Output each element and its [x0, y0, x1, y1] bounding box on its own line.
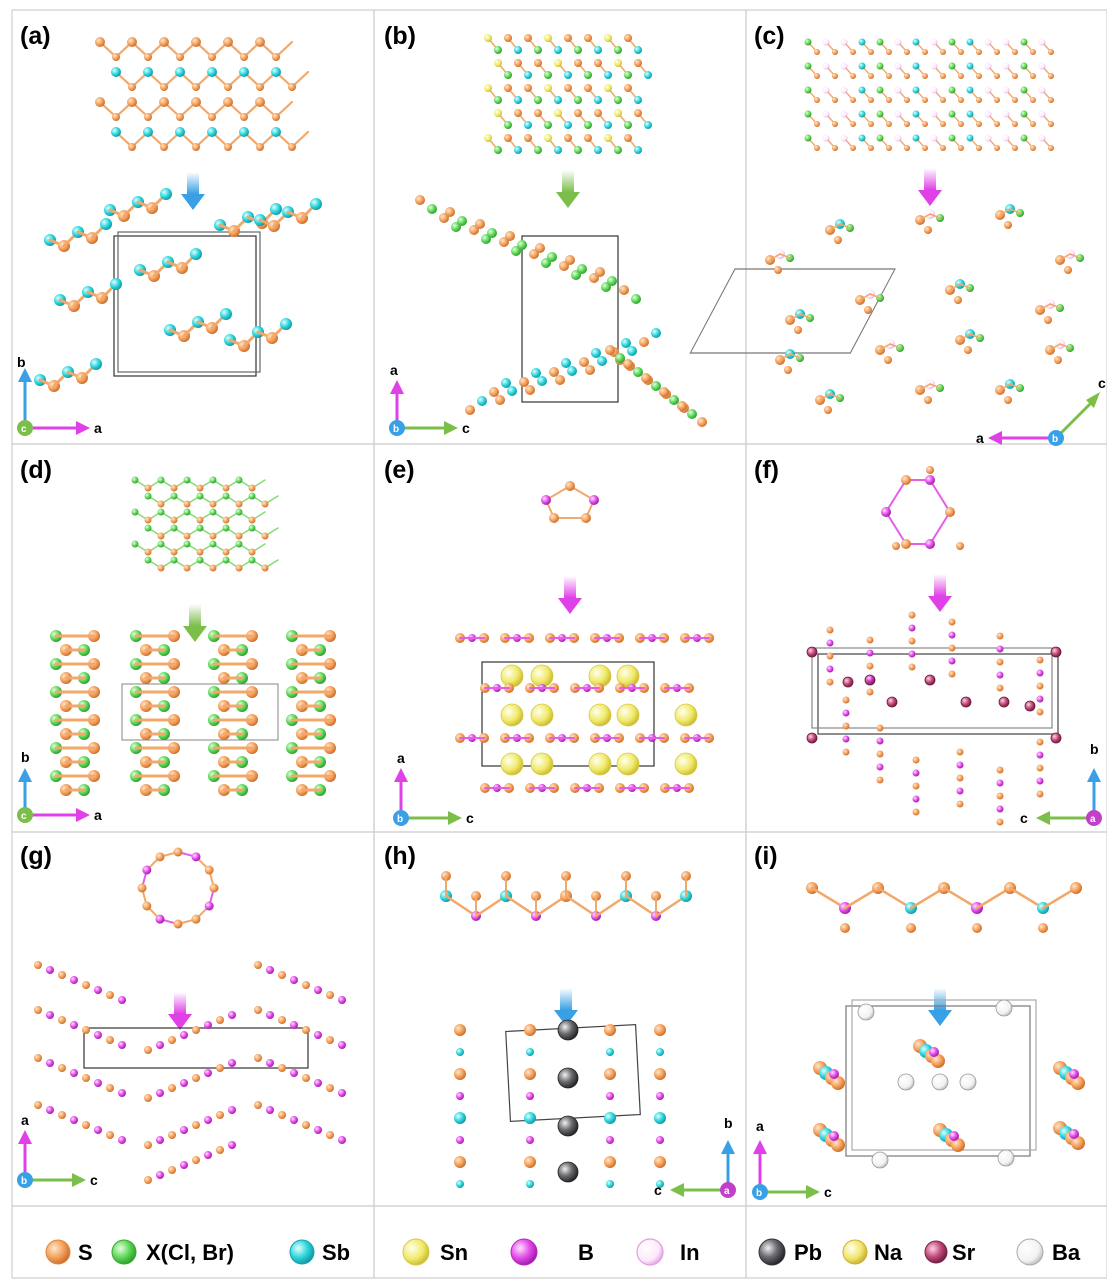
structure-a	[34, 37, 322, 392]
svg-text:a: a	[724, 1186, 730, 1197]
svg-text:Sb: Sb	[322, 1240, 350, 1265]
svg-text:S: S	[78, 1240, 93, 1265]
svg-text:c: c	[466, 810, 474, 826]
svg-text:X(Cl, Br): X(Cl, Br)	[146, 1240, 234, 1265]
svg-text:Ba: Ba	[1052, 1240, 1081, 1265]
svg-text:a: a	[21, 1112, 29, 1128]
legend-item-s: S	[45, 1239, 93, 1265]
axis-triad-h: a b c	[654, 1115, 736, 1198]
structure-e	[455, 481, 714, 793]
structure-g	[34, 847, 346, 1184]
structure-b	[415, 34, 707, 427]
svg-text:a: a	[756, 1118, 764, 1134]
legend-item-sn: Sn	[402, 1238, 468, 1266]
svg-text:a: a	[976, 430, 984, 446]
svg-text:b: b	[1090, 741, 1099, 757]
panel-label-b: (b)	[384, 22, 416, 50]
svg-text:a: a	[390, 362, 398, 378]
svg-text:Pb: Pb	[794, 1240, 822, 1265]
legend-item-pb: Pb	[758, 1238, 822, 1266]
legend-item-sb: Sb	[289, 1239, 350, 1265]
svg-text:c: c	[21, 424, 27, 435]
legend-item-na: Na	[842, 1239, 903, 1265]
panel-grid	[11, 9, 1107, 1279]
legend-item-x: X(Cl, Br)	[111, 1239, 234, 1265]
axis-triad-a: c b a	[17, 354, 102, 436]
svg-text:b: b	[17, 354, 26, 370]
svg-text:b: b	[397, 814, 403, 825]
svg-text:c: c	[1020, 810, 1028, 826]
svg-text:Sn: Sn	[440, 1240, 468, 1265]
axis-triad-g: b a c	[17, 1112, 98, 1188]
structure-f	[806, 466, 1062, 826]
structure-h	[440, 871, 692, 1188]
panel-label-g: (g)	[20, 842, 52, 870]
svg-text:c: c	[824, 1184, 832, 1200]
svg-text:c: c	[1098, 375, 1106, 391]
panel-label-a: (a)	[20, 22, 51, 50]
structure-c	[689, 38, 1084, 414]
svg-text:B: B	[578, 1240, 594, 1265]
svg-text:c: c	[21, 811, 27, 822]
svg-text:b: b	[724, 1115, 733, 1131]
panel-label-e: (e)	[384, 456, 415, 484]
svg-text:b: b	[1052, 434, 1058, 445]
panel-label-h: (h)	[384, 842, 416, 870]
panel-label-f: (f)	[754, 456, 779, 484]
panel-label-c: (c)	[754, 22, 785, 50]
element-legend: S X(Cl, Br) Sb Sn B In Pb Na	[45, 1238, 1081, 1266]
axis-triad-f: a b c	[1020, 741, 1102, 826]
svg-text:a: a	[94, 807, 102, 823]
svg-text:Sr: Sr	[952, 1240, 976, 1265]
axis-triad-e: b a c	[393, 750, 474, 826]
axis-triad-d: c b a	[17, 749, 102, 823]
svg-text:In: In	[680, 1240, 700, 1265]
svg-text:c: c	[654, 1182, 662, 1198]
svg-text:c: c	[462, 420, 470, 436]
legend-item-ba: Ba	[1016, 1238, 1081, 1266]
svg-text:b: b	[21, 749, 30, 765]
panel-label-i: (i)	[754, 842, 778, 870]
panel-labels: (a) (b) (c) (d) (e) (f) (g) (h) (i)	[20, 22, 785, 870]
legend-item-sr: Sr	[924, 1240, 976, 1265]
svg-text:b: b	[756, 1188, 762, 1199]
svg-text:b: b	[21, 1176, 27, 1187]
legend-item-in: In	[636, 1238, 700, 1266]
svg-text:Na: Na	[874, 1240, 903, 1265]
svg-text:a: a	[1090, 814, 1096, 825]
axis-triad-b: b a c	[389, 362, 470, 436]
axis-triad-i: b a c	[752, 1118, 832, 1200]
svg-text:c: c	[90, 1172, 98, 1188]
axis-triads: c b a b a c b a c c b a	[17, 354, 1106, 1200]
legend-item-b: B	[510, 1238, 594, 1266]
structure-d	[50, 476, 336, 796]
structure-i	[806, 882, 1085, 1169]
panel-label-d: (d)	[20, 456, 52, 484]
svg-text:a: a	[94, 420, 102, 436]
svg-text:a: a	[397, 750, 405, 766]
axis-triad-c: b a c	[976, 375, 1106, 446]
structure-art	[34, 34, 1085, 1188]
svg-text:b: b	[393, 424, 399, 435]
